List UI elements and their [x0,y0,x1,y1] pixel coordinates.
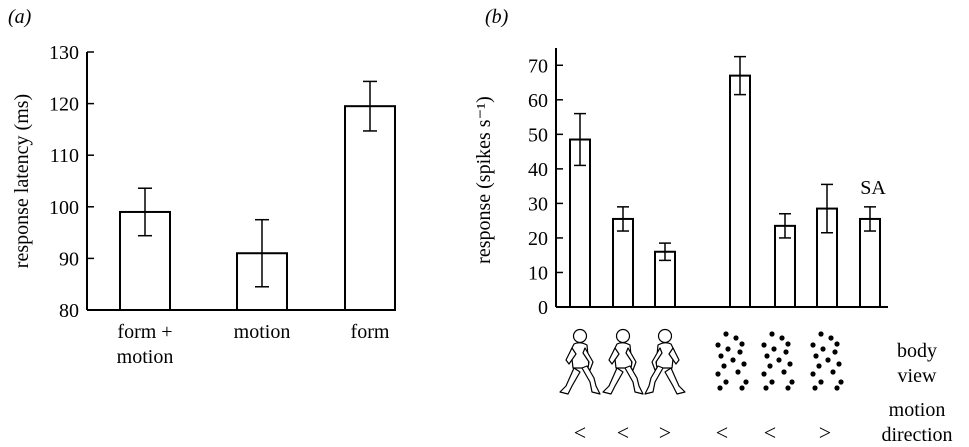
panel-a: (a) 80 90 100 110 120 130 form + motion motion for… [8,6,396,368]
panel-b-y-axis-title: response (spikes s⁻¹) [473,96,495,264]
motion-direction-label: direction [881,424,952,446]
panel-a-y-tick-label: 90 [59,248,79,270]
panel-a-y-tick-label: 80 [59,300,79,322]
body-view-label: body [897,340,937,362]
motion-direction-arrow: > [659,420,671,445]
panel-a-category-label: motion [117,346,174,368]
motion-direction-arrow: < [617,420,629,445]
walking-figure-icon [644,328,686,395]
panel-b-y-tick-label: 40 [528,159,548,181]
panel-a-y-tick-label: 130 [49,42,79,64]
panel-b: (b) 0 10 20 30 40 50 60 70 SA response (spikes s⁻¹… [473,6,953,446]
panel-a-y-tick-label: 100 [49,197,79,219]
panel-a-category-label: form [351,321,390,343]
panel-b-y-tick-label: 20 [528,228,548,250]
motion-direction-label: motion [889,399,946,421]
motion-direction-arrow: < [764,420,776,445]
panel-b-y-tick-label: 10 [528,262,548,284]
point-light-figure-icon [810,331,844,391]
panel-b-label: (b) [485,6,509,28]
panel-b-sa-annotation: SA [860,177,886,199]
walking-figure-icon [602,328,644,395]
motion-direction-arrow: > [819,420,831,445]
point-light-figure-icon [761,331,795,391]
body-view-label: view [898,365,937,387]
panel-a-y-tick-label: 110 [50,145,79,167]
panel-b-y-tick-label: 60 [528,90,548,112]
panel-a-label: (a) [8,6,32,28]
panel-a-y-axis-title: response latency (ms) [11,94,33,268]
panel-a-category-label: form + [117,321,172,343]
panel-b-y-tick-label: 30 [528,193,548,215]
panel-b-y-tick-label: 0 [538,297,548,319]
panel-b-y-tick-label: 70 [528,55,548,77]
panel-b-bar [859,217,881,308]
panel-a-y-tick-label: 120 [49,94,79,116]
motion-direction-arrow: < [716,420,728,445]
panel-b-bar [612,217,634,308]
panel-a-category-label: motion [234,321,291,343]
panel-b-bar [729,74,751,308]
motion-direction-arrow: < [574,420,586,445]
panel-a-bar [344,105,396,312]
point-light-figure-icon [715,331,749,391]
panel-b-y-tick-label: 50 [528,124,548,146]
walking-figure-icon [559,328,601,395]
